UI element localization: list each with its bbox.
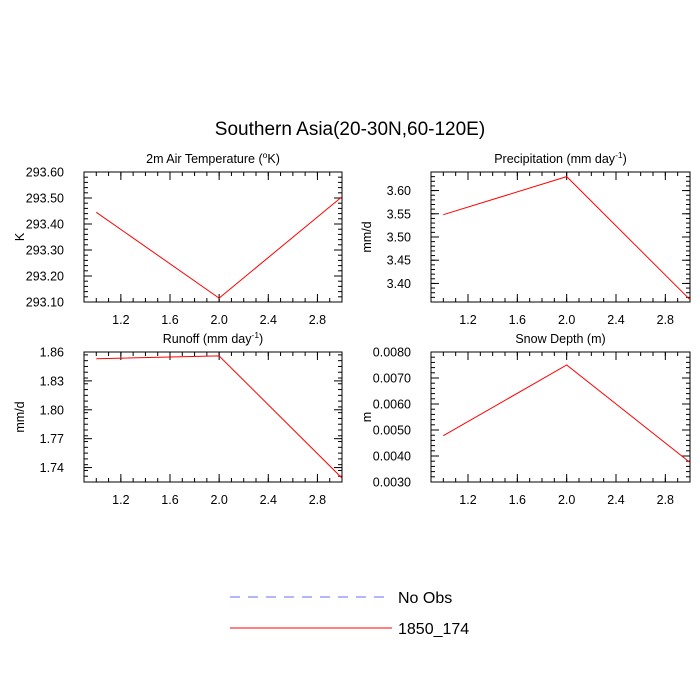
legend-label: No Obs [398,590,452,607]
y-tick-label: 293.60 [26,166,64,180]
y-tick-label: 0.0030 [373,476,411,490]
y-tick-label: 293.10 [26,296,64,310]
y-tick-label: 0.0070 [373,372,411,386]
y-tick-label: 293.50 [26,192,64,206]
panel-title: 2m Air Temperature (oK) [146,150,280,166]
panels: 2m Air Temperature (oK) K 1.2 1.6 2.0 2.4 2.8 2… [13,150,691,507]
panel-title: Runoff (mm day-1) [163,330,263,346]
y-tick-label: 0.0040 [373,450,411,464]
series-line [443,176,690,301]
y-tick-label: 1.77 [40,432,64,446]
panel-title: Snow Depth (m) [515,332,605,346]
x-tick-label: 2.0 [210,493,227,507]
figure-title: Southern Asia(20-30N,60-120E) [215,119,485,140]
panel-4: Snow Depth (m) m 1.2 1.6 2.0 2.4 2.8 0.0030 0.00… [360,332,691,507]
y-tick-label: 0.0050 [373,424,411,438]
x-tick-label: 2.8 [309,313,326,327]
y-tick-label: 293.30 [26,244,64,258]
x-tick-label: 1.2 [112,313,129,327]
legend-label: 1850_174 [398,621,469,638]
y-tick-label: 293.40 [26,218,64,232]
plot-frame [83,171,343,303]
x-tick-label: 1.2 [112,493,129,507]
y-axis-label: K [13,232,27,241]
y-tick-label: 1.86 [40,346,64,360]
x-tick-label: 2.8 [657,493,674,507]
y-tick-label: 3.50 [387,231,411,245]
x-tick-label: 2.4 [260,313,277,327]
panel-2: Precipitation (mm day-1) mm/d 1.2 1.6 2.0 2.4… [360,150,691,327]
y-tick-label: 1.83 [40,374,64,388]
y-tick-label: 1.74 [40,461,64,475]
plot-frame [83,351,343,483]
x-tick-label: 1.6 [161,493,178,507]
x-tick-label: 2.0 [558,493,575,507]
x-tick-label: 2.0 [558,313,575,327]
series-line [96,355,342,479]
plot-frame [430,171,691,303]
x-tick-label: 1.6 [161,313,178,327]
x-tick-label: 2.8 [657,313,674,327]
x-tick-label: 2.4 [260,493,277,507]
x-tick-label: 1.2 [459,493,476,507]
panel-3: Runoff (mm day-1) mm/d 1.2 1.6 2.0 2.4 2.8 1.74… [13,330,343,507]
y-tick-label: 3.40 [387,277,411,291]
x-tick-label: 2.4 [607,313,624,327]
x-tick-label: 2.8 [309,493,326,507]
legend: No Obs 1850_174 [230,590,469,638]
series-line [96,196,342,299]
panel-1: 2m Air Temperature (oK) K 1.2 1.6 2.0 2.4 2.8 2… [13,150,343,327]
x-tick-label: 2.4 [607,493,624,507]
y-tick-label: 0.0080 [373,346,411,360]
y-tick-label: 3.60 [387,184,411,198]
y-tick-label: 3.45 [387,254,411,268]
y-axis-label: m [360,412,374,422]
y-tick-label: 293.20 [26,270,64,284]
plot-frame [430,351,691,483]
y-axis-label: mm/d [360,221,374,252]
series-line [443,364,690,463]
x-tick-label: 1.2 [459,313,476,327]
panel-title: Precipitation (mm day-1) [494,150,627,166]
y-tick-label: 0.0060 [373,398,411,412]
y-tick-label: 1.80 [40,403,64,417]
y-axis-label: mm/d [13,401,27,432]
y-tick-label: 3.55 [387,207,411,221]
x-tick-label: 1.6 [509,493,526,507]
x-tick-label: 2.0 [210,313,227,327]
x-tick-label: 1.6 [509,313,526,327]
